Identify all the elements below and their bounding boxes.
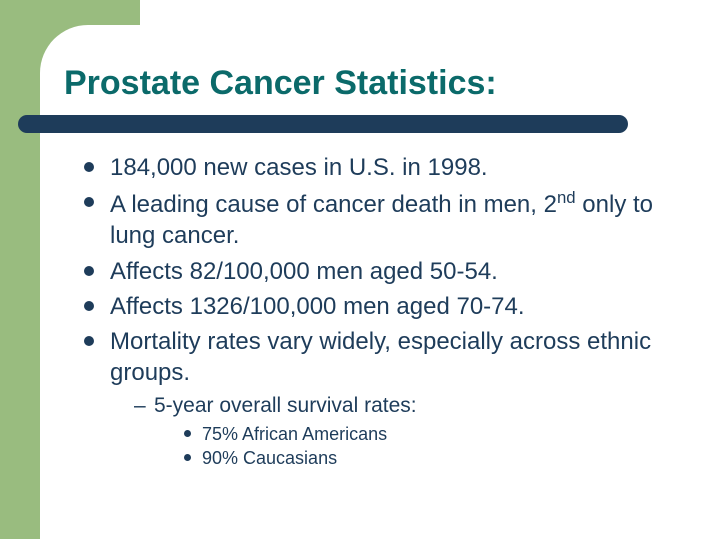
subsub-bullet-item: 90% Caucasians [182,446,682,470]
bullet-item: Mortality rates vary widely, especially … [82,326,682,470]
subsub-bullet-text: 75% African Americans [202,424,387,444]
bullet-item: A leading cause of cancer death in men, … [82,187,682,251]
slide-title: Prostate Cancer Statistics: [64,64,497,103]
bullet-text: 184,000 new cases in U.S. in 1998. [110,154,488,181]
bullet-text: Affects 82/100,000 men aged 50-54. [110,258,498,285]
bullet-item: Affects 1326/100,000 men aged 70-74. [82,291,682,322]
title-underline [18,115,628,133]
bullet-text-pre: A leading cause of cancer death in men, … [110,191,557,218]
bullet-text: Mortality rates vary widely, especially … [110,328,651,386]
sub-bullet-item: 5-year overall survival rates: 75% Afric… [132,392,682,470]
bullet-text: Affects 1326/100,000 men aged 70-74. [110,293,525,320]
subsub-bullet-text: 90% Caucasians [202,448,337,468]
subsub-bullet-item: 75% African Americans [182,422,682,446]
slide-content: 184,000 new cases in U.S. in 1998. A lea… [82,152,682,474]
bullet-item: Affects 82/100,000 men aged 50-54. [82,256,682,287]
bullet-item: 184,000 new cases in U.S. in 1998. [82,152,682,183]
sub-bullet-text: 5-year overall survival rates: [154,394,417,417]
superscript: nd [557,188,576,207]
